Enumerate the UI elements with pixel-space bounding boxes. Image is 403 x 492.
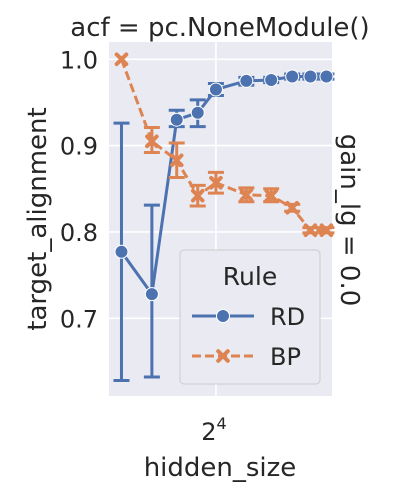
- point-rd: [190, 105, 205, 120]
- chart-title: acf = pc.NoneModule(): [70, 13, 369, 43]
- point-bp: [319, 223, 334, 238]
- point-rd: [285, 69, 300, 84]
- point-rd: [169, 112, 184, 127]
- point-bp: [239, 188, 254, 202]
- y-axis: 0.7 0.8 0.9 1.0: [60, 46, 98, 333]
- legend-label-bp: BP: [270, 343, 301, 371]
- point-rd: [216, 309, 230, 323]
- point-bp: [145, 134, 159, 149]
- facet-label: gain_lg = 0.0: [334, 134, 364, 307]
- y-tick-label: 1.0: [60, 46, 98, 74]
- point-bp: [285, 200, 299, 215]
- point-rd: [319, 69, 334, 84]
- x-axis-label: hidden_size: [144, 453, 297, 483]
- point-bp: [169, 153, 184, 168]
- y-tick-label: 0.7: [60, 305, 98, 333]
- point-rd: [144, 287, 159, 302]
- point-rd: [208, 82, 223, 97]
- y-axis-label: target_alignment: [23, 107, 53, 330]
- line-rd: [120, 75, 327, 299]
- point-bp: [216, 349, 230, 363]
- series-rd: [113, 69, 335, 382]
- x-axis: 24: [201, 414, 226, 446]
- y-tick-label: 0.9: [60, 133, 98, 161]
- x-tick-label: 24: [201, 414, 226, 446]
- point-rd: [239, 73, 254, 88]
- legend-title: Rule: [223, 262, 277, 291]
- line-bp: [120, 58, 327, 232]
- point-bp: [190, 188, 205, 203]
- y-tick-label: 0.8: [60, 219, 98, 247]
- series-layer: [113, 52, 335, 382]
- point-bp: [264, 188, 278, 203]
- legend-label-rd: RD: [270, 303, 305, 331]
- point-bp: [209, 175, 223, 190]
- series-bp: [114, 52, 335, 238]
- point-bp: [114, 52, 129, 67]
- legend-item-rd: RD: [192, 303, 305, 331]
- point-rd: [114, 244, 129, 259]
- point-bp: [303, 223, 318, 238]
- legend-item-bp: BP: [192, 343, 301, 371]
- point-rd: [264, 72, 279, 87]
- point-rd: [303, 69, 318, 84]
- legend: Rule RD BP: [179, 249, 321, 385]
